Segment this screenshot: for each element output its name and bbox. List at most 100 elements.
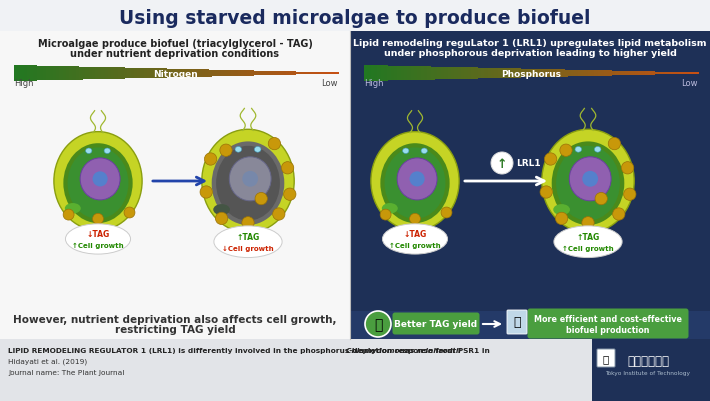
- Bar: [328, 73, 332, 75]
- Circle shape: [380, 210, 391, 221]
- Bar: [166, 69, 170, 78]
- Bar: [143, 69, 148, 79]
- Bar: [384, 66, 388, 81]
- Text: under phosphorous deprivation leading to higher yield: under phosphorous deprivation leading to…: [383, 49, 677, 59]
- Bar: [215, 71, 219, 77]
- Bar: [594, 71, 599, 77]
- Bar: [682, 73, 685, 75]
- Text: ↑TAG: ↑TAG: [236, 232, 260, 241]
- Ellipse shape: [381, 144, 449, 223]
- Bar: [692, 73, 695, 75]
- Circle shape: [124, 208, 135, 219]
- Bar: [127, 69, 131, 79]
- Bar: [23, 66, 28, 81]
- Bar: [474, 68, 478, 79]
- Bar: [147, 69, 151, 79]
- Bar: [381, 66, 385, 81]
- Text: More efficient and cost-effective
biofuel production: More efficient and cost-effective biofue…: [534, 314, 682, 334]
- Bar: [367, 66, 371, 82]
- Bar: [651, 72, 655, 75]
- Bar: [293, 72, 296, 75]
- Bar: [414, 67, 418, 81]
- Text: Chlamydomonas reinhardtii: Chlamydomonas reinhardtii: [346, 347, 461, 353]
- Circle shape: [92, 172, 108, 187]
- Text: ↓TAG: ↓TAG: [403, 229, 427, 239]
- Bar: [498, 69, 501, 79]
- Bar: [17, 66, 21, 82]
- Bar: [247, 71, 251, 77]
- Bar: [290, 72, 293, 75]
- Ellipse shape: [542, 130, 634, 233]
- Ellipse shape: [552, 142, 624, 225]
- Circle shape: [242, 217, 254, 229]
- Text: High: High: [14, 78, 33, 87]
- Circle shape: [410, 172, 425, 187]
- Text: Hidayati et al. (2019): Hidayati et al. (2019): [8, 358, 87, 365]
- Bar: [173, 69, 177, 78]
- Ellipse shape: [385, 148, 445, 219]
- Text: Microalgae produce biofuel (triacylglycerol - TAG): Microalgae produce biofuel (triacylglyce…: [38, 39, 312, 49]
- Bar: [424, 67, 428, 81]
- Bar: [21, 66, 24, 82]
- Circle shape: [560, 145, 572, 157]
- Bar: [160, 69, 163, 79]
- Bar: [631, 72, 635, 76]
- Text: ↓Cell growth: ↓Cell growth: [222, 245, 274, 251]
- Circle shape: [608, 138, 621, 150]
- Bar: [431, 67, 435, 80]
- Ellipse shape: [214, 226, 282, 258]
- Bar: [332, 73, 335, 75]
- Circle shape: [441, 208, 452, 219]
- Bar: [299, 73, 303, 75]
- Bar: [238, 71, 241, 77]
- Bar: [56, 67, 60, 81]
- Bar: [111, 68, 115, 79]
- Bar: [454, 68, 458, 80]
- Bar: [75, 67, 80, 80]
- Bar: [674, 73, 679, 75]
- Text: However, nutrient deprivation also affects cell growth,: However, nutrient deprivation also affec…: [13, 314, 337, 324]
- Bar: [518, 69, 521, 78]
- Circle shape: [283, 188, 296, 201]
- Bar: [374, 66, 378, 81]
- Bar: [60, 67, 63, 81]
- Bar: [92, 68, 96, 80]
- Circle shape: [365, 311, 391, 337]
- Text: Lipid remodeling reguLator 1 (LRL1) upregulates lipid metabolism: Lipid remodeling reguLator 1 (LRL1) upre…: [354, 39, 706, 49]
- Bar: [645, 72, 648, 75]
- Circle shape: [273, 209, 285, 221]
- Bar: [655, 72, 658, 75]
- Text: ↑Cell growth: ↑Cell growth: [562, 245, 614, 251]
- Bar: [694, 73, 699, 75]
- Bar: [131, 69, 134, 79]
- Bar: [176, 70, 180, 78]
- Bar: [124, 69, 128, 79]
- Ellipse shape: [382, 204, 398, 214]
- Bar: [478, 69, 481, 79]
- Bar: [411, 67, 415, 81]
- Ellipse shape: [556, 146, 620, 221]
- Bar: [537, 70, 542, 78]
- Bar: [377, 66, 381, 81]
- Bar: [404, 67, 408, 81]
- Bar: [37, 66, 40, 81]
- Bar: [231, 71, 235, 77]
- Bar: [621, 72, 625, 76]
- Ellipse shape: [254, 147, 261, 153]
- Bar: [296, 72, 300, 75]
- FancyBboxPatch shape: [393, 313, 479, 335]
- Ellipse shape: [554, 226, 622, 258]
- Bar: [283, 72, 287, 75]
- Bar: [514, 69, 518, 79]
- Bar: [182, 70, 186, 78]
- Circle shape: [410, 214, 420, 225]
- Bar: [251, 71, 254, 76]
- Bar: [104, 68, 109, 80]
- FancyBboxPatch shape: [507, 310, 527, 334]
- Bar: [461, 68, 465, 80]
- Bar: [641, 72, 645, 75]
- Ellipse shape: [229, 158, 271, 201]
- Bar: [205, 70, 209, 77]
- Text: 🏛: 🏛: [603, 353, 609, 363]
- Bar: [398, 67, 401, 81]
